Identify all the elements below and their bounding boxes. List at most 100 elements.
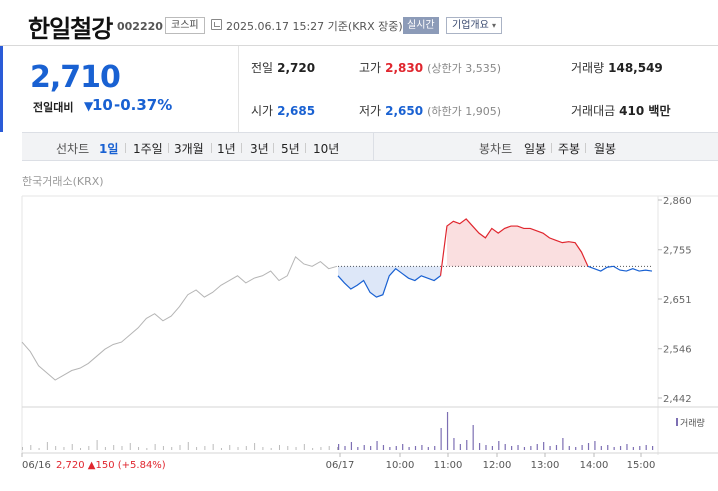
volume-bar: [376, 441, 378, 450]
volume-bar: [154, 444, 156, 450]
lower-limit: (하한가 1,905): [427, 105, 501, 118]
volume-bar: [71, 444, 73, 450]
current-price: 2,710: [30, 60, 121, 95]
volume-bar: [30, 445, 32, 450]
volume-bar: [328, 446, 330, 450]
volume-legend-swatch: [676, 418, 678, 426]
volume-bar: [645, 445, 647, 450]
stat-low: 저가 2,650 (하한가 1,905): [359, 102, 501, 119]
volume-bar: [303, 444, 305, 450]
volume-bar: [146, 448, 148, 450]
volume-bar: [245, 446, 247, 450]
today-line-down: [337, 267, 441, 298]
volume-bar: [613, 447, 615, 450]
realtime-button[interactable]: 실시간: [403, 17, 439, 34]
volume-bar: [121, 446, 123, 450]
volume-bar: [600, 446, 602, 450]
volume-bar: [555, 445, 558, 450]
candle-chart-label: 봉차트: [479, 142, 513, 156]
candle-monthly[interactable]: 월봉: [594, 142, 617, 156]
volume-bar: [187, 442, 189, 450]
open-value: 2,685: [277, 104, 316, 118]
period-10y[interactable]: 10년: [313, 142, 340, 156]
volume-bar: [575, 447, 577, 450]
y-tick-label: 2,755: [663, 246, 692, 257]
change-value: 10: [92, 96, 113, 114]
volume-label: 거래량: [571, 61, 605, 75]
volume-bar: [408, 447, 410, 450]
volume-bar: [129, 443, 131, 450]
volume-bar: [262, 447, 264, 450]
volume-bar: [440, 428, 442, 450]
volume-bar: [549, 446, 551, 450]
volume-bar: [478, 443, 481, 450]
period-5y[interactable]: 5년: [281, 142, 300, 156]
volume-bar: [344, 446, 346, 450]
dropdown-arrow-icon: ▾: [492, 21, 497, 30]
x-tick-label: 10:00: [386, 460, 415, 471]
stock-name: 한일철강: [28, 15, 113, 43]
timestamp: 2025.06.17 15:27 기준(KRX 장중): [226, 20, 403, 33]
low-value: 2,650: [385, 104, 424, 118]
company-overview-label: 기업개요: [452, 20, 489, 31]
upper-limit: (상한가 3,535): [427, 62, 501, 75]
volume-bar: [594, 441, 596, 450]
volume-bar: [113, 445, 115, 450]
stat-amount: 거래대금 410 백만: [571, 102, 670, 119]
period-3m[interactable]: 3개월: [174, 142, 204, 156]
volume-bar: [162, 446, 164, 450]
y-tick-label: 2,651: [663, 295, 692, 306]
volume-bar: [254, 443, 256, 450]
period-1w[interactable]: 1주일: [133, 142, 163, 156]
volume-bar: [446, 412, 449, 450]
x-tick-label: 11:00: [434, 460, 463, 471]
volume-bar: [287, 446, 289, 450]
y-tick-label: 2,860: [663, 196, 692, 207]
period-3y[interactable]: 3년: [250, 142, 269, 156]
volume-bar: [619, 446, 622, 450]
high-value: 2,830: [385, 61, 424, 75]
volume-bar: [639, 446, 641, 450]
volume-bar: [568, 446, 570, 450]
candle-daily[interactable]: 일봉: [524, 142, 547, 156]
company-overview-button[interactable]: 기업개요 ▾: [446, 17, 503, 34]
candle-weekly[interactable]: 주봉: [558, 142, 581, 156]
volume-value: 148,549: [608, 61, 663, 75]
amount-label: 거래대금: [571, 104, 616, 118]
today-line-down-late: [587, 265, 653, 272]
volume-bar: [517, 445, 519, 450]
x-tick-label: 12:00: [483, 460, 512, 471]
market-badge: 코스피: [165, 17, 205, 34]
volume-bar: [363, 445, 365, 450]
stock-header: 한일철강 002220 코스피 2025.06.17 15:27 기준(KRX …: [0, 0, 718, 46]
volume-bar: [338, 444, 340, 450]
volume-bar: [370, 446, 372, 450]
stat-open: 시가 2,685: [251, 102, 315, 119]
x-tick-label: 06/16: [22, 460, 51, 471]
volume-bar: [498, 441, 500, 450]
volume-bar: [543, 442, 545, 450]
line-chart-label: 선차트: [56, 142, 90, 156]
volume-bar: [459, 444, 461, 450]
volume-bar: [466, 440, 468, 450]
low-label: 저가: [359, 104, 382, 118]
volume-bar: [237, 447, 239, 450]
volume-bar: [581, 445, 583, 450]
volume-bar: [607, 445, 609, 450]
volume-bar: [104, 447, 106, 450]
volume-bar: [389, 447, 391, 450]
prev-close-value: 2,720: [277, 61, 316, 75]
volume-bar: [652, 446, 654, 450]
volume-bar: [485, 445, 487, 450]
volume-bar: [632, 447, 634, 450]
period-1y[interactable]: 1년: [217, 142, 236, 156]
volume-bar: [88, 446, 90, 450]
period-1d[interactable]: 1일: [99, 142, 119, 156]
stat-prev-close: 전일 2,720: [251, 59, 315, 76]
volume-bar: [504, 444, 506, 450]
x-tick-label: 15:00: [627, 460, 656, 471]
x-tick-label: 14:00: [580, 460, 609, 471]
stats-panel: 전일 2,720 고가 2,830 (상한가 3,535) 거래량 148,549 시가…: [238, 46, 718, 132]
prev-close-label: 전일: [251, 61, 274, 75]
